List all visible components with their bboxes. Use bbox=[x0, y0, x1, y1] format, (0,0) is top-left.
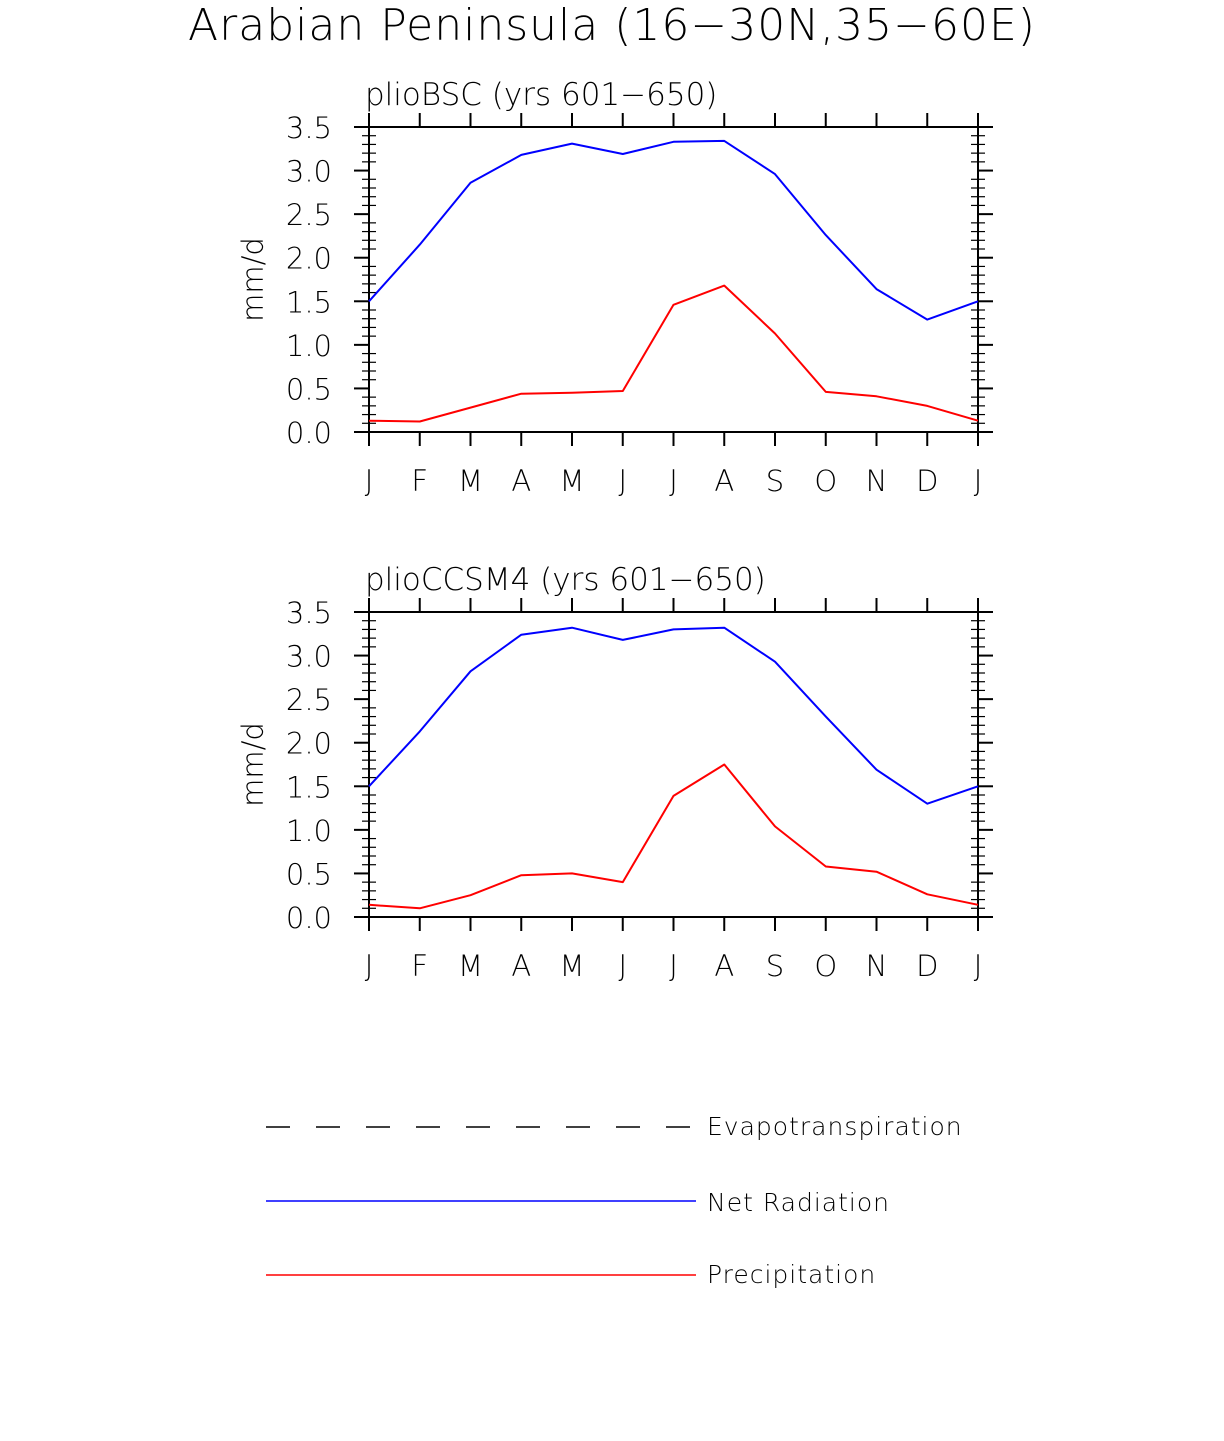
series-line-precipitation bbox=[368, 763, 979, 910]
x-tick-label: J bbox=[618, 464, 627, 498]
y-tick-label: 0.0 bbox=[286, 416, 332, 450]
chart-panel-pliobsc: plioBSC (yrs 601−650) mm/d 0.0 0.5 1.0 1.5 2.0… bbox=[236, 77, 993, 498]
y-tick-label: 1.5 bbox=[286, 770, 332, 804]
y-axis-label: mm/d bbox=[236, 722, 270, 807]
series-line-precipitation bbox=[368, 284, 979, 423]
x-tick-label: O bbox=[814, 949, 837, 983]
x-tick-label: J bbox=[618, 949, 627, 983]
x-tick-label: A bbox=[714, 464, 734, 498]
y-tick-label: 2.0 bbox=[286, 242, 332, 276]
plot-frame bbox=[368, 611, 979, 918]
legend-label-net-radiation: Net Radiation bbox=[707, 1188, 890, 1217]
x-tick-label: A bbox=[714, 949, 734, 983]
y-tick-label: 3.5 bbox=[286, 596, 332, 630]
y-tick-label: 3.0 bbox=[286, 640, 332, 674]
y-tick-label: 1.5 bbox=[286, 285, 332, 319]
panel-title: plioCCSM4 (yrs 601−650) bbox=[365, 562, 766, 598]
x-tick-label: J bbox=[365, 949, 374, 983]
x-tick-label: M bbox=[559, 464, 584, 498]
y-tick-label: 2.5 bbox=[286, 198, 332, 232]
y-tick-label: 1.0 bbox=[286, 329, 332, 363]
y-tick-label: 2.5 bbox=[286, 683, 332, 717]
series-line-net-radiation bbox=[368, 139, 979, 321]
x-tick-label: D bbox=[916, 464, 938, 498]
panel-title: plioBSC (yrs 601−650) bbox=[365, 77, 717, 113]
y-axis-label: mm/d bbox=[236, 237, 270, 322]
y-tick-label: 2.0 bbox=[286, 727, 332, 761]
x-tick-label: O bbox=[814, 464, 837, 498]
y-tick-label: 3.5 bbox=[286, 111, 332, 145]
x-tick-label: J bbox=[669, 464, 678, 498]
x-tick-label: A bbox=[511, 949, 531, 983]
y-tick-label: 0.5 bbox=[286, 857, 332, 891]
x-tick-label: M bbox=[458, 949, 483, 983]
y-tick-label: 0.5 bbox=[286, 372, 332, 406]
chart-panel-plioccsm4: plioCCSM4 (yrs 601−650) mm/d 0.0 0.5 1.0 1.5 2… bbox=[236, 562, 993, 983]
x-tick-label: A bbox=[511, 464, 531, 498]
legend-label-precipitation: Precipitation bbox=[707, 1260, 876, 1289]
series-line-net-radiation bbox=[368, 626, 979, 805]
figure-title: Arabian Peninsula (16−30N,35−60E) bbox=[188, 0, 1036, 51]
x-tick-label: D bbox=[916, 949, 938, 983]
x-tick-label: F bbox=[411, 949, 428, 983]
x-tick-label: N bbox=[866, 949, 888, 983]
x-tick-label: J bbox=[365, 464, 374, 498]
x-tick-label: N bbox=[866, 464, 888, 498]
x-tick-label: S bbox=[766, 464, 784, 498]
y-tick-label: 0.0 bbox=[286, 901, 332, 935]
x-tick-label: S bbox=[766, 949, 784, 983]
x-tick-label: J bbox=[669, 949, 678, 983]
x-tick-label: J bbox=[974, 464, 983, 498]
y-tick-label: 3.0 bbox=[286, 155, 332, 189]
plot-frame bbox=[368, 126, 979, 433]
legend-label-evapotranspiration: Evapotranspiration bbox=[707, 1112, 963, 1141]
x-tick-label: J bbox=[974, 949, 983, 983]
legend: Evapotranspiration Net Radiation Precipi… bbox=[266, 1112, 963, 1289]
x-tick-label: M bbox=[458, 464, 483, 498]
y-tick-label: 1.0 bbox=[286, 814, 332, 848]
x-tick-label: M bbox=[559, 949, 584, 983]
x-tick-label: F bbox=[411, 464, 428, 498]
